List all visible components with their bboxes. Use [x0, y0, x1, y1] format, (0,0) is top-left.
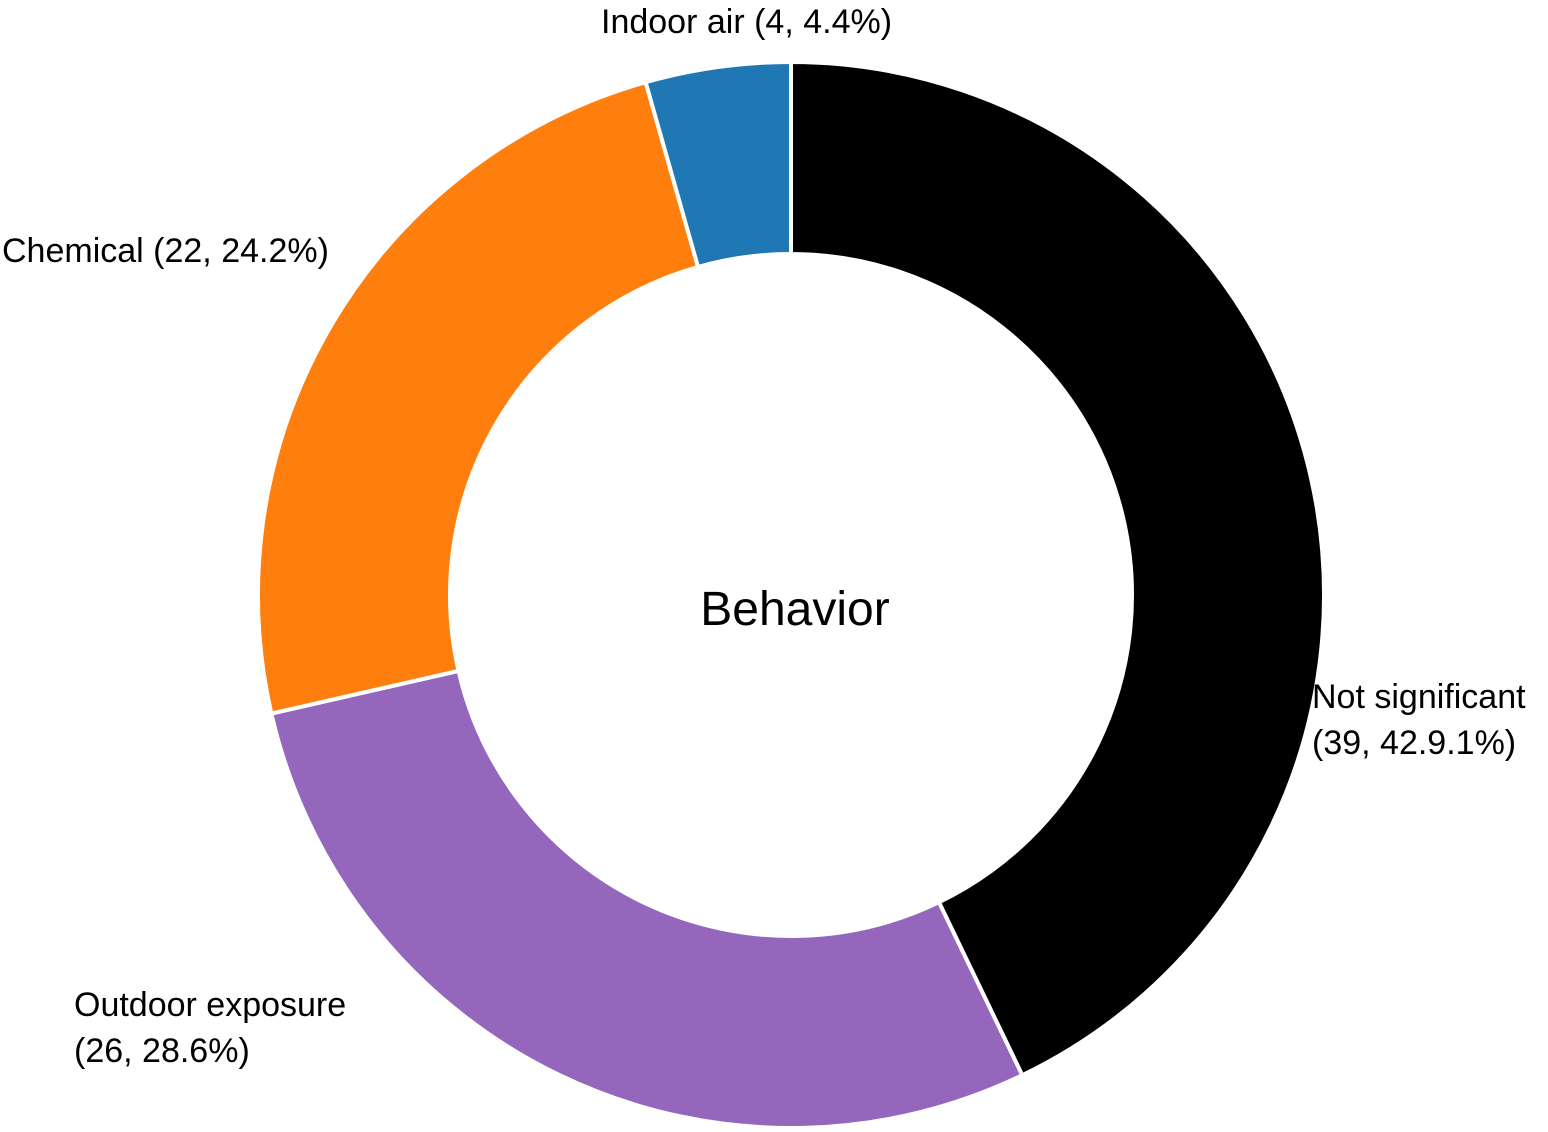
- slice-chemical: [256, 79, 701, 716]
- label-line: Chemical (22, 24.2%): [2, 232, 329, 270]
- label-chemical: Chemical (22, 24.2%): [2, 232, 329, 270]
- slice-indoor-air: [643, 59, 793, 270]
- label-line: Outdoor exposure: [74, 986, 346, 1024]
- label-line: Indoor air (4, 4.4%): [601, 3, 892, 41]
- label-indoor-air: Indoor air (4, 4.4%): [601, 3, 892, 41]
- label-not-significant: Not significant (39, 42.9.1%): [1312, 678, 1526, 762]
- slice-outdoor-exposure: [268, 668, 1025, 1130]
- label-line: Not significant: [1312, 678, 1526, 716]
- slice-labels: Not significant (39, 42.9.1%) Outdoor expo…: [2, 3, 1526, 1070]
- label-outdoor-exposure: Outdoor exposure (26, 28.6%): [74, 986, 346, 1070]
- label-line: (39, 42.9.1%): [1312, 724, 1516, 762]
- label-line: (26, 28.6%): [74, 1032, 250, 1070]
- donut-slices: [256, 59, 1326, 1130]
- slice-not-significant: [789, 59, 1326, 1078]
- center-label: Behavior: [700, 583, 889, 636]
